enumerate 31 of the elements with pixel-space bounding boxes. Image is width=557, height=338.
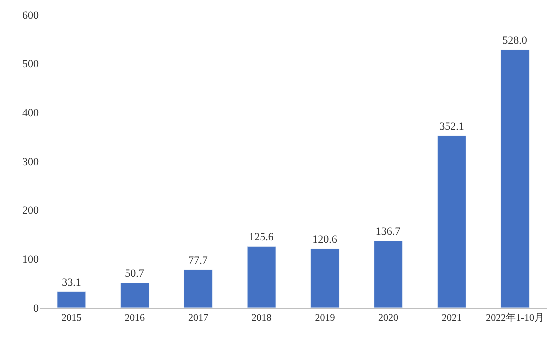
bar bbox=[500, 50, 530, 308]
bar bbox=[374, 240, 404, 308]
bar bbox=[310, 248, 340, 308]
data-label: 33.1 bbox=[62, 276, 82, 289]
data-label: 120.6 bbox=[312, 234, 338, 246]
x-tick-label: 2016 bbox=[125, 313, 146, 324]
x-tick-label: 2021 bbox=[442, 313, 462, 324]
x-tick-label: 2015 bbox=[62, 313, 82, 324]
bar bbox=[184, 270, 213, 308]
data-label: 125.6 bbox=[249, 232, 274, 244]
x-tick-label: 2017 bbox=[188, 313, 208, 324]
x-tick-label: 2019 bbox=[315, 313, 336, 324]
y-tick-label: 0 bbox=[34, 302, 40, 315]
data-label: 528.0 bbox=[502, 35, 528, 48]
data-label: 136.7 bbox=[376, 226, 402, 238]
data-label: 352.1 bbox=[440, 121, 464, 134]
y-tick-label: 600 bbox=[22, 10, 40, 22]
bar bbox=[247, 246, 276, 308]
y-tick-label: 400 bbox=[22, 108, 40, 120]
x-tick-label: 2018 bbox=[252, 313, 272, 324]
y-tick-label: 300 bbox=[22, 156, 40, 168]
y-tick-label: 100 bbox=[22, 254, 40, 266]
y-tick-label: 500 bbox=[22, 58, 40, 71]
data-label: 77.7 bbox=[188, 255, 208, 268]
bar bbox=[437, 136, 466, 308]
bar bbox=[57, 292, 86, 308]
bar bbox=[120, 282, 150, 308]
x-tick-label: 2022年1-10月 bbox=[486, 312, 544, 324]
data-label: 50.7 bbox=[125, 268, 145, 280]
x-tick-label: 2020 bbox=[378, 313, 399, 324]
y-tick-label: 200 bbox=[22, 205, 40, 218]
